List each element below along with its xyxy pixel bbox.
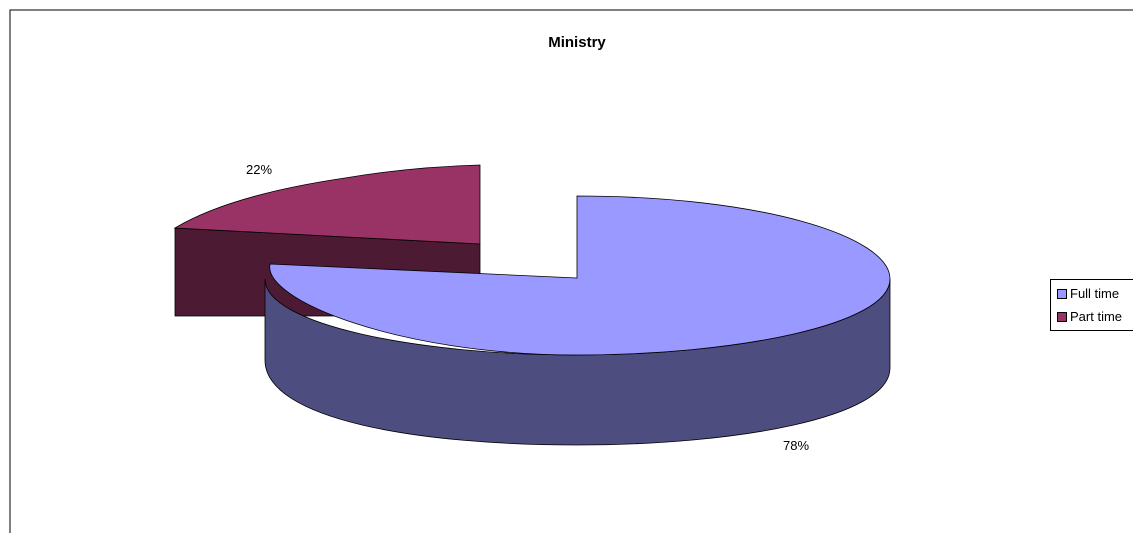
chart-frame (9, 9, 1133, 533)
legend-label-full-time: Full time (1070, 286, 1120, 301)
legend-label-part-time: Part time (1070, 309, 1123, 324)
full-time-swatch (1057, 288, 1067, 299)
part-time-slice (173, 164, 481, 245)
legend-item-full-time: Full time (1057, 285, 1119, 303)
full-time-slice-side (264, 278, 891, 446)
full-time-slice (269, 195, 891, 356)
legend-item-part-time: Part time (1057, 308, 1122, 326)
legend: Full time Part time (1050, 279, 1133, 331)
part-time-swatch (1057, 311, 1067, 322)
chart-title: Ministry (548, 34, 606, 51)
part-time-data-label: 22% (246, 162, 272, 177)
full-time-data-label: 78% (783, 438, 809, 453)
